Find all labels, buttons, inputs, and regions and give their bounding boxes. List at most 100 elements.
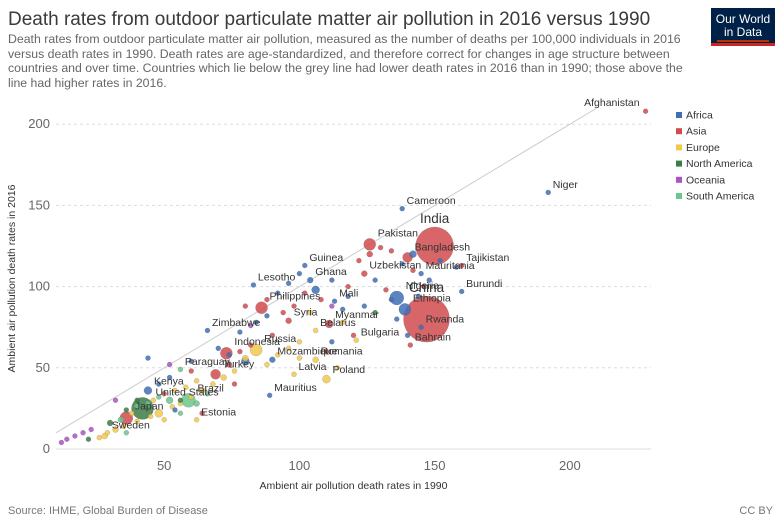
data-point[interactable] <box>409 250 417 258</box>
legend-swatch[interactable] <box>676 193 682 199</box>
data-point[interactable] <box>134 397 140 404</box>
data-point[interactable] <box>247 322 254 329</box>
data-point[interactable] <box>172 387 178 394</box>
data-point[interactable] <box>198 387 206 394</box>
legend-label[interactable]: South America <box>686 191 754 203</box>
data-point[interactable] <box>339 306 346 313</box>
legend-swatch[interactable] <box>676 160 682 167</box>
data-point[interactable] <box>143 386 153 395</box>
data-point[interactable] <box>285 280 292 287</box>
data-point[interactable] <box>410 267 416 274</box>
data-point[interactable] <box>264 361 270 368</box>
data-point[interactable] <box>145 400 151 407</box>
legend-swatch[interactable] <box>676 144 682 151</box>
data-point[interactable] <box>231 368 238 374</box>
data-point[interactable] <box>372 309 378 316</box>
data-point[interactable] <box>322 374 331 384</box>
data-point[interactable] <box>296 339 303 345</box>
data-point[interactable] <box>399 205 405 212</box>
data-point[interactable] <box>372 277 378 283</box>
data-point[interactable] <box>415 293 422 300</box>
owid-logo[interactable]: Our World in Data <box>711 8 775 46</box>
data-point[interactable] <box>437 257 443 264</box>
data-point[interactable] <box>302 262 308 269</box>
data-point[interactable] <box>264 313 270 319</box>
data-point[interactable] <box>453 264 460 270</box>
data-point[interactable] <box>356 257 362 264</box>
data-point[interactable] <box>215 345 222 352</box>
data-point[interactable] <box>253 319 259 326</box>
legend-swatch[interactable] <box>676 128 682 135</box>
data-point[interactable] <box>210 369 221 380</box>
data-point[interactable] <box>231 381 238 387</box>
legend-label[interactable]: Oceania <box>686 174 725 186</box>
data-point[interactable] <box>331 298 338 304</box>
data-point[interactable] <box>306 276 314 284</box>
data-point[interactable] <box>334 365 341 371</box>
data-point[interactable] <box>226 352 232 358</box>
data-point[interactable] <box>418 324 424 330</box>
legend-label[interactable]: Europe <box>686 142 720 154</box>
data-point[interactable] <box>458 262 465 269</box>
data-point[interactable] <box>329 339 335 345</box>
data-point[interactable] <box>210 381 216 387</box>
data-point[interactable] <box>96 434 103 441</box>
data-point[interactable] <box>296 355 303 361</box>
data-point[interactable] <box>403 295 450 343</box>
data-point[interactable] <box>399 261 405 267</box>
data-point[interactable] <box>415 226 454 266</box>
data-point[interactable] <box>407 342 414 348</box>
data-point[interactable] <box>242 303 249 309</box>
data-point[interactable] <box>323 348 330 355</box>
data-point[interactable] <box>269 332 276 339</box>
data-point[interactable] <box>339 319 346 326</box>
data-point[interactable] <box>361 303 368 309</box>
data-point[interactable] <box>312 356 319 363</box>
data-point[interactable] <box>345 283 351 290</box>
legend-label[interactable]: North America <box>686 158 753 170</box>
data-point[interactable] <box>394 316 400 322</box>
data-point[interactable] <box>383 287 389 293</box>
data-point[interactable] <box>183 384 189 391</box>
data-point[interactable] <box>302 290 308 296</box>
data-point[interactable] <box>329 277 335 283</box>
data-point[interactable] <box>112 426 119 433</box>
data-point[interactable] <box>311 285 320 295</box>
data-point[interactable] <box>250 282 257 288</box>
data-point[interactable] <box>242 354 249 362</box>
data-point[interactable] <box>353 337 359 343</box>
data-point[interactable] <box>188 358 194 365</box>
data-point[interactable] <box>117 416 125 424</box>
data-point[interactable] <box>104 430 111 436</box>
data-point[interactable] <box>204 327 211 334</box>
data-point[interactable] <box>458 288 465 295</box>
data-point[interactable] <box>134 418 140 425</box>
data-point[interactable] <box>161 391 167 397</box>
data-point[interactable] <box>275 352 281 358</box>
data-point[interactable] <box>72 433 78 439</box>
data-point[interactable] <box>225 361 233 368</box>
data-point[interactable] <box>361 270 368 277</box>
data-point[interactable] <box>247 342 254 348</box>
data-point[interactable] <box>193 378 200 384</box>
data-point[interactable] <box>377 244 384 251</box>
data-point[interactable] <box>188 368 194 374</box>
data-point[interactable] <box>112 397 119 404</box>
data-point[interactable] <box>145 355 151 361</box>
data-point[interactable] <box>266 392 273 399</box>
data-point[interactable] <box>123 430 130 436</box>
data-point[interactable] <box>156 381 162 387</box>
data-point[interactable] <box>269 356 276 363</box>
data-point[interactable] <box>237 329 243 335</box>
data-point[interactable] <box>285 317 292 324</box>
data-point[interactable] <box>199 410 205 417</box>
data-point[interactable] <box>88 426 94 433</box>
data-point[interactable] <box>165 396 174 405</box>
data-point[interactable] <box>120 423 127 430</box>
data-point[interactable] <box>58 439 65 446</box>
data-point[interactable] <box>296 270 303 277</box>
data-point[interactable] <box>106 419 114 427</box>
source-note[interactable]: Source: IHME, Global Burden of Disease <box>8 505 208 517</box>
legend-swatch[interactable] <box>676 112 682 118</box>
data-point[interactable] <box>291 371 297 378</box>
